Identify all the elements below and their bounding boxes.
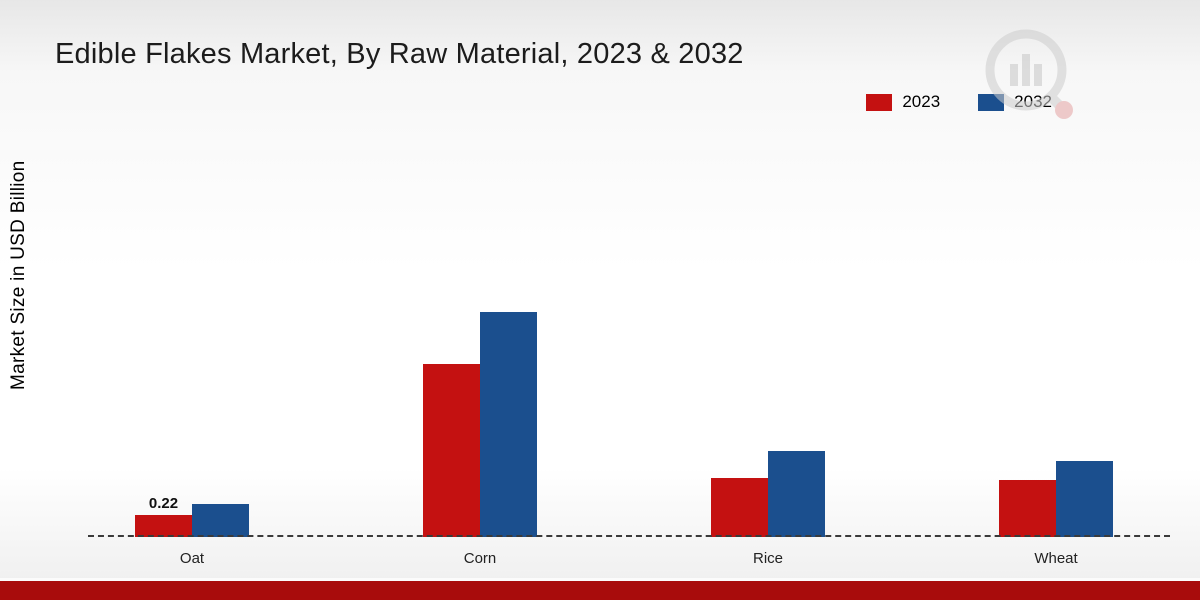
category-label-rice: Rice	[752, 550, 783, 567]
bar-wheat-2032	[1056, 461, 1113, 537]
chart-title: Edible Flakes Market, By Raw Material, 2…	[55, 38, 744, 70]
bar-wrap	[1056, 461, 1113, 537]
bar-wheat-2023	[999, 480, 1056, 537]
bar-wrap	[768, 451, 825, 537]
category-label-corn: Corn	[463, 550, 497, 567]
bar-corn-2032	[480, 312, 537, 537]
bar-group-oat: 0.22 Oat	[135, 495, 249, 567]
footer-band	[0, 581, 1200, 600]
legend-swatch-2023	[866, 93, 893, 111]
data-label-oat-2023: 0.22	[148, 495, 179, 512]
bar-group-wheat: Wheat	[999, 461, 1113, 567]
bar-pair-wheat	[999, 461, 1113, 537]
bar-pair-rice	[711, 451, 825, 537]
bar-wrap	[480, 312, 537, 537]
bar-corn-2023	[423, 364, 480, 537]
bar-oat-2023	[135, 515, 192, 537]
bar-group-corn: Corn	[423, 312, 537, 567]
watermark-logo-icon	[985, 29, 1073, 119]
bar-rice-2032	[768, 451, 825, 537]
legend-item-2023: 2023	[866, 92, 940, 112]
bar-pair-oat: 0.22	[135, 495, 249, 537]
bar-wrap: 0.22	[135, 495, 192, 537]
bar-wrap	[711, 478, 768, 537]
category-label-oat: Oat	[179, 550, 205, 567]
x-axis-baseline	[88, 535, 1170, 537]
bar-chart-plot: 0.22 Oat Corn Rice Wheat	[48, 67, 1200, 567]
category-label-wheat: Wheat	[1034, 550, 1078, 567]
bar-pair-corn	[423, 312, 537, 537]
y-axis-label: Market Size in USD Billion	[8, 160, 29, 390]
bar-group-rice: Rice	[711, 451, 825, 567]
bar-rice-2023	[711, 478, 768, 537]
legend-label-2023: 2023	[902, 92, 941, 111]
footer-gap	[0, 578, 1200, 581]
bar-wrap	[999, 480, 1056, 537]
bar-oat-2032	[192, 504, 249, 537]
bar-wrap	[192, 504, 249, 537]
bar-wrap	[423, 364, 480, 537]
